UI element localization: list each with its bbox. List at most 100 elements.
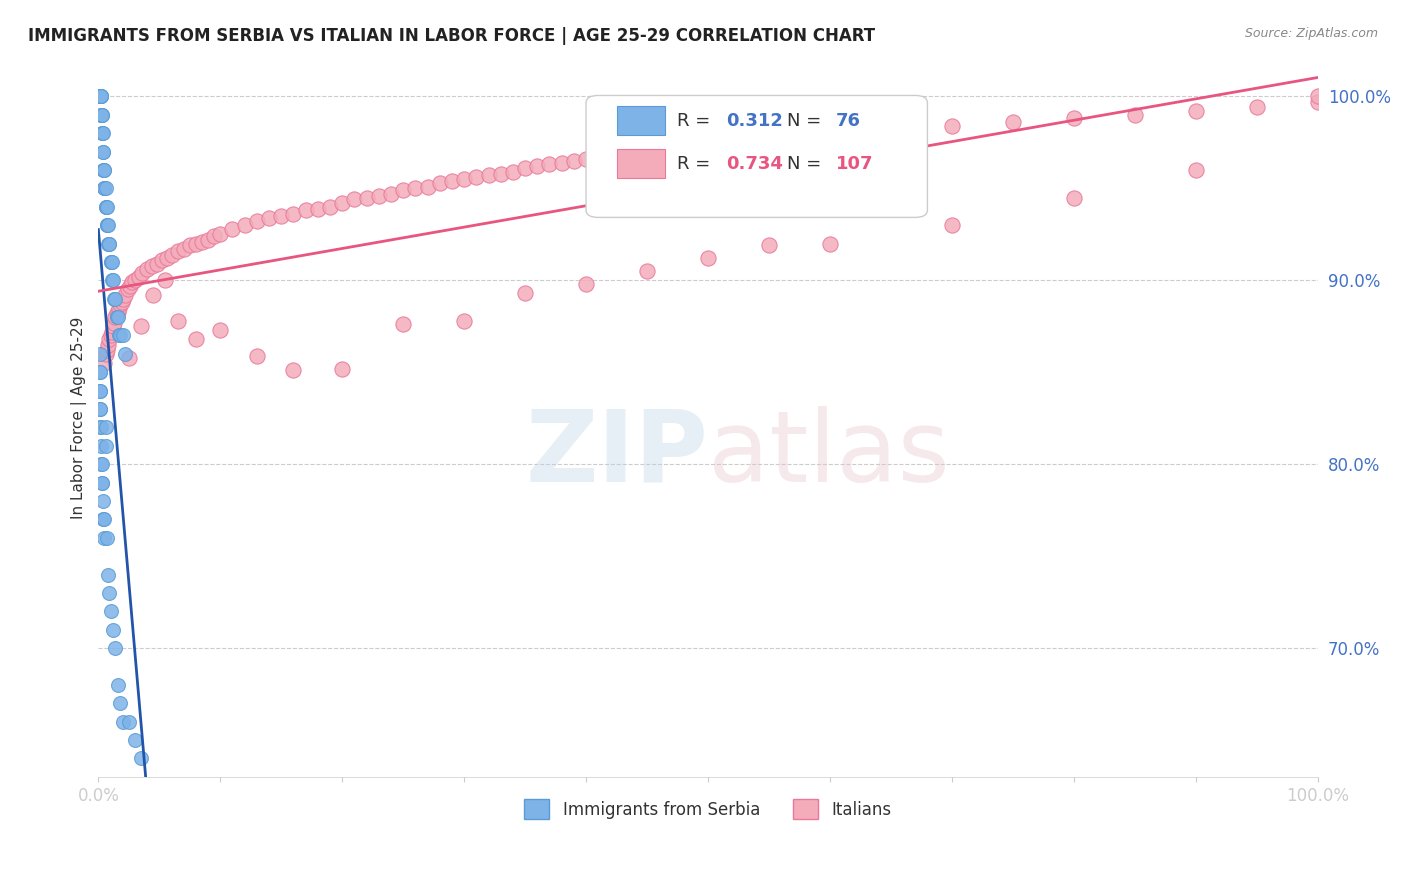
Point bbox=[105, 306, 128, 320]
Point bbox=[91, 475, 114, 490]
Point bbox=[90, 89, 112, 103]
Point bbox=[166, 314, 188, 328]
Point bbox=[941, 218, 963, 232]
Point bbox=[721, 136, 744, 150]
Point bbox=[1246, 100, 1268, 114]
Point bbox=[105, 310, 128, 324]
Text: N =: N = bbox=[787, 154, 821, 173]
Point bbox=[111, 714, 134, 729]
Point bbox=[89, 384, 111, 398]
Point bbox=[96, 218, 118, 232]
Point bbox=[107, 678, 129, 692]
Point bbox=[89, 89, 111, 103]
Point bbox=[111, 292, 134, 306]
Point bbox=[96, 531, 118, 545]
Point bbox=[184, 236, 207, 251]
Text: R =: R = bbox=[678, 112, 711, 129]
Point bbox=[89, 89, 111, 103]
Point bbox=[96, 218, 118, 232]
Point bbox=[142, 288, 165, 302]
Point bbox=[1184, 104, 1206, 119]
Point bbox=[562, 153, 585, 168]
Point bbox=[1306, 89, 1329, 103]
Point bbox=[93, 163, 115, 178]
Point bbox=[89, 420, 111, 434]
Point bbox=[91, 145, 114, 159]
Point bbox=[150, 253, 173, 268]
Point bbox=[283, 363, 305, 377]
Text: atlas: atlas bbox=[709, 406, 949, 502]
Point bbox=[93, 531, 115, 545]
Point bbox=[114, 288, 136, 302]
Bar bbox=[616, 106, 665, 135]
Point bbox=[392, 183, 415, 197]
Point bbox=[429, 176, 451, 190]
Point bbox=[202, 229, 225, 244]
Y-axis label: In Labor Force | Age 25-29: In Labor Force | Age 25-29 bbox=[72, 317, 87, 519]
Point bbox=[330, 196, 353, 211]
Point bbox=[91, 475, 114, 490]
Point bbox=[89, 402, 111, 417]
Text: 76: 76 bbox=[837, 112, 860, 129]
Point bbox=[758, 238, 780, 252]
Point bbox=[100, 604, 122, 618]
Point bbox=[697, 251, 720, 265]
Point bbox=[94, 439, 117, 453]
Point bbox=[246, 349, 269, 363]
Point bbox=[1063, 112, 1085, 126]
Point bbox=[624, 146, 647, 161]
Point bbox=[1063, 190, 1085, 204]
Point bbox=[380, 186, 402, 201]
Point bbox=[90, 439, 112, 453]
Point bbox=[745, 134, 768, 148]
Point bbox=[98, 236, 121, 251]
FancyBboxPatch shape bbox=[586, 95, 928, 218]
Point bbox=[94, 347, 117, 361]
Point bbox=[94, 200, 117, 214]
Point bbox=[1184, 163, 1206, 178]
Point bbox=[502, 165, 524, 179]
Point bbox=[307, 202, 329, 216]
Point bbox=[1306, 95, 1329, 109]
Point bbox=[91, 126, 114, 140]
Point bbox=[107, 310, 129, 324]
Point bbox=[89, 365, 111, 379]
Point bbox=[101, 319, 124, 334]
Point bbox=[599, 148, 621, 162]
Point bbox=[513, 161, 536, 175]
Point bbox=[131, 266, 153, 280]
Point bbox=[129, 751, 152, 765]
Point bbox=[550, 155, 572, 169]
Point bbox=[118, 714, 141, 729]
Point bbox=[880, 122, 903, 136]
Point bbox=[117, 283, 139, 297]
Point bbox=[97, 567, 120, 582]
Point bbox=[155, 273, 177, 287]
Point bbox=[416, 179, 439, 194]
Point bbox=[93, 356, 115, 370]
Point bbox=[941, 119, 963, 133]
Point bbox=[90, 89, 112, 103]
Point bbox=[90, 108, 112, 122]
Point bbox=[98, 332, 121, 346]
Point bbox=[110, 696, 132, 710]
Point bbox=[108, 328, 131, 343]
Point bbox=[526, 159, 548, 173]
Point bbox=[110, 297, 132, 311]
Point bbox=[97, 236, 120, 251]
Point bbox=[98, 236, 121, 251]
Point bbox=[191, 235, 214, 249]
Point bbox=[90, 89, 112, 103]
Point bbox=[257, 211, 280, 225]
Point bbox=[91, 163, 114, 178]
Point bbox=[89, 384, 111, 398]
Point bbox=[93, 163, 115, 178]
Point bbox=[97, 218, 120, 232]
Point bbox=[672, 141, 695, 155]
Point bbox=[343, 193, 366, 207]
Point bbox=[818, 236, 841, 251]
Point bbox=[93, 512, 115, 526]
Point bbox=[90, 108, 112, 122]
Point bbox=[575, 152, 598, 166]
Point bbox=[124, 733, 146, 747]
